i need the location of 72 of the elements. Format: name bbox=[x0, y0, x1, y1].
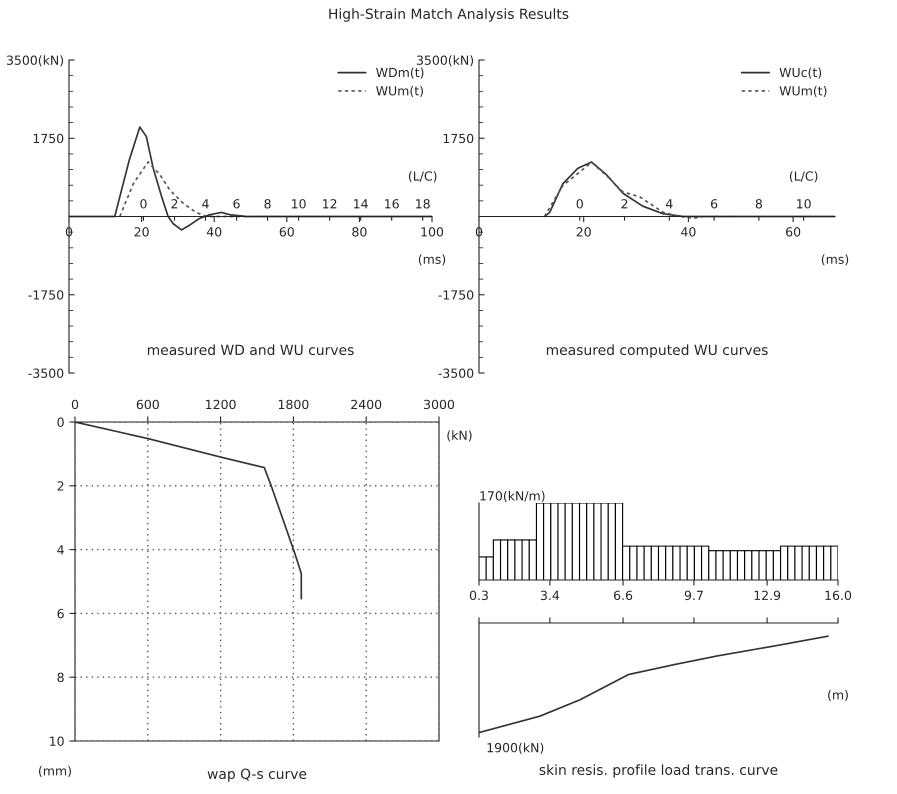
x2-tick-label: 0 bbox=[140, 199, 147, 209]
x2-tick-label: 2 bbox=[171, 199, 178, 208]
line-series bbox=[118, 161, 320, 218]
legend-label: WDm(t) bbox=[376, 68, 424, 79]
x-tick-label: 12.9 bbox=[754, 590, 780, 600]
legend-label: WUm(t) bbox=[780, 86, 826, 97]
y-tick-label: -3500 bbox=[28, 368, 64, 378]
x2-tick-label: 8 bbox=[264, 199, 271, 209]
y-tick-label: 8 bbox=[57, 672, 64, 682]
x-tick-label: 1200 bbox=[206, 400, 236, 410]
x2-tick-label: 14 bbox=[354, 199, 368, 208]
y-tick-label: -1750 bbox=[28, 290, 64, 300]
legend-label: WUm(t) bbox=[376, 86, 423, 97]
x-tick-label: 60 bbox=[786, 227, 800, 237]
x-tick-label: 600 bbox=[136, 400, 159, 410]
text: skin resis. profile load trans. curve bbox=[540, 764, 778, 778]
x-tick-label: 2400 bbox=[351, 400, 382, 410]
x-tick-label: 40 bbox=[681, 227, 696, 237]
x-tick-label: 0 bbox=[72, 400, 78, 410]
text: measured WD and WU curves bbox=[148, 344, 354, 356]
y-tick-label: 0 bbox=[57, 417, 64, 427]
x2-tick-label: 4 bbox=[202, 199, 209, 208]
y-tick-label: 3500(kN) bbox=[6, 55, 64, 66]
x2-tick-label: 0 bbox=[576, 199, 583, 209]
x2-tick-label: 12 bbox=[323, 199, 336, 208]
text: measured computed WU curves bbox=[546, 344, 768, 358]
x2-tick-label: 2 bbox=[621, 199, 628, 208]
y-tick-label: 1750 bbox=[34, 134, 64, 144]
x-tick-label: 40 bbox=[206, 227, 222, 237]
x-axis-title: (kN) bbox=[447, 430, 472, 442]
legend-label: WUc(t) bbox=[780, 68, 822, 79]
text: wap Q-s curve bbox=[208, 768, 306, 782]
x-tick-label: 6.6 bbox=[614, 590, 632, 600]
line-series bbox=[75, 422, 302, 600]
y-tick-label: 1750 bbox=[444, 134, 474, 144]
x-tick-label: 9.7 bbox=[684, 590, 703, 600]
text: 170(kN/m) bbox=[480, 490, 545, 502]
x-axis-title: (ms) bbox=[418, 254, 446, 266]
x2-tick-label: 4 bbox=[666, 199, 673, 208]
x2-tick-label: 6 bbox=[233, 199, 240, 209]
x-tick-label: 0.3 bbox=[470, 590, 488, 600]
x2-axis-title: (L/C) bbox=[408, 171, 436, 182]
line-series bbox=[544, 162, 736, 220]
x-tick-label: 80 bbox=[352, 227, 367, 237]
x-axis-title: (m) bbox=[828, 690, 848, 702]
x2-tick-label: 10 bbox=[292, 199, 306, 209]
x2-tick-label: 16 bbox=[385, 199, 399, 209]
y-tick-label: 10 bbox=[50, 736, 64, 746]
x-tick-label: 3000 bbox=[424, 400, 454, 410]
x2-axis-title: (L/C) bbox=[790, 171, 818, 182]
x2-tick-label: 6 bbox=[710, 199, 718, 209]
y-axis-title: (mm) bbox=[39, 766, 71, 778]
text: 1900(kN) bbox=[488, 742, 544, 754]
x2-tick-label: 10 bbox=[797, 199, 811, 209]
x-tick-label: 16.0 bbox=[825, 590, 852, 600]
x-tick-label: 60 bbox=[280, 227, 294, 237]
chart-title: High-Strain Match Analysis Results bbox=[329, 8, 568, 22]
line-series bbox=[544, 161, 835, 218]
y-tick-label: -1750 bbox=[438, 290, 474, 300]
x2-tick-label: 18 bbox=[416, 199, 430, 209]
x-tick-label: 1800 bbox=[278, 400, 308, 410]
x-tick-label: 20 bbox=[134, 227, 149, 237]
y-tick-label: 6 bbox=[58, 608, 64, 618]
x-tick-label: 100 bbox=[421, 227, 444, 237]
y-tick-label: 2 bbox=[58, 481, 64, 491]
x-axis-title: (ms) bbox=[822, 254, 848, 266]
x-tick-label: 20 bbox=[576, 227, 591, 237]
x-tick-label: 3.4 bbox=[540, 590, 560, 600]
y-tick-label: 4 bbox=[57, 545, 64, 554]
x2-tick-label: 8 bbox=[756, 199, 762, 209]
y-tick-label: 3500(kN) bbox=[416, 55, 474, 66]
y-tick-label: -3500 bbox=[438, 368, 474, 378]
